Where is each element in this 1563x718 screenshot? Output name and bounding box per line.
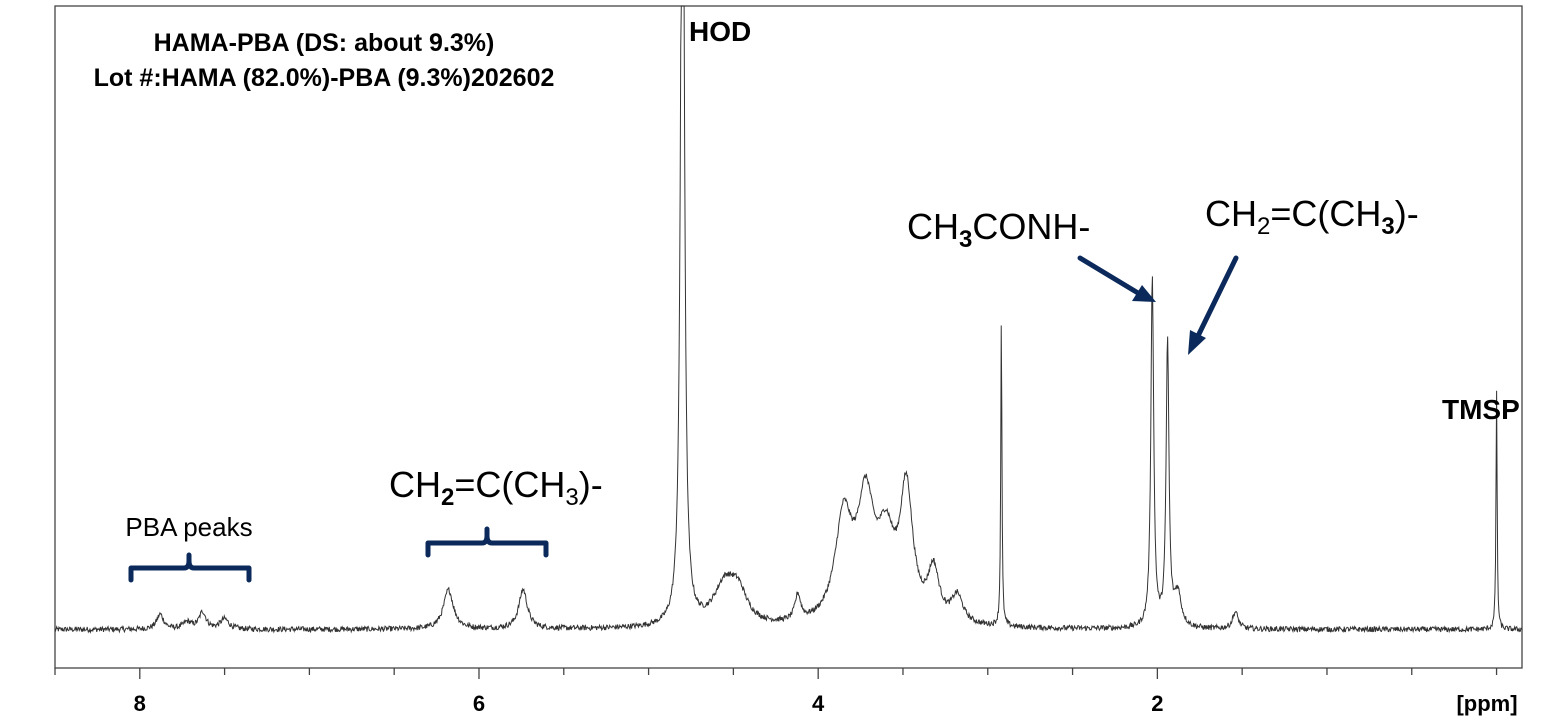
x-tick-label: 4 (812, 691, 825, 716)
arrow-ch3conh (1077, 255, 1156, 302)
spectrum-line (54, 5, 1523, 635)
x-axis-ticks (54, 668, 1498, 679)
annotation-vinyl-part2: =C(CH (454, 464, 565, 505)
annotation-pba-peaks: PBA peaks (125, 512, 252, 542)
annotation-hod: HOD (689, 16, 751, 47)
annotation-methacrylate-vinyl: CH2=C(CH3)- (389, 464, 603, 511)
annotation-vinyl-sub2: 3 (565, 484, 578, 511)
annotation-vinyl-part1: CH (389, 464, 441, 505)
annotation-methyl-part3: )- (1395, 193, 1419, 234)
annotation-ch3conh-sub: 3 (959, 226, 972, 253)
annotation-ch3conh-part1: CH (907, 206, 959, 247)
annotation-methyl-part2: =C(CH (1270, 193, 1381, 234)
x-axis-tick-labels: 8 6 4 2 (134, 691, 1164, 716)
annotation-methyl-sub2: 3 (1381, 213, 1394, 240)
annotation-ch3conh: CH3CONH- (907, 206, 1090, 253)
annotation-tmsp: TMSP (1442, 394, 1520, 425)
x-tick-label: 8 (134, 691, 146, 716)
x-axis-label: [ppm] (1456, 691, 1517, 716)
annotation-vinyl-sub1: 2 (441, 484, 454, 511)
chart-title: HAMA-PBA (DS: about 9.3%) (154, 29, 495, 57)
annotation-ch3conh-part2: CONH- (972, 206, 1090, 247)
pba-bracket (128, 552, 252, 583)
x-tick-label: 2 (1151, 691, 1163, 716)
arrow-methyl (1188, 255, 1239, 355)
annotation-vinyl-part3: )- (579, 464, 603, 505)
plot-frame (54, 5, 1523, 669)
annotation-methacrylate-methyl: CH2=C(CH3)- (1205, 193, 1419, 240)
chart-subtitle: Lot #:HAMA (82.0%)-PBA (9.3%)202602 (94, 64, 555, 92)
annotation-methyl-part1: CH (1205, 193, 1257, 234)
x-tick-label: 6 (473, 691, 485, 716)
annotation-methyl-sub1: 2 (1257, 213, 1270, 240)
vinyl-bracket (425, 526, 549, 558)
